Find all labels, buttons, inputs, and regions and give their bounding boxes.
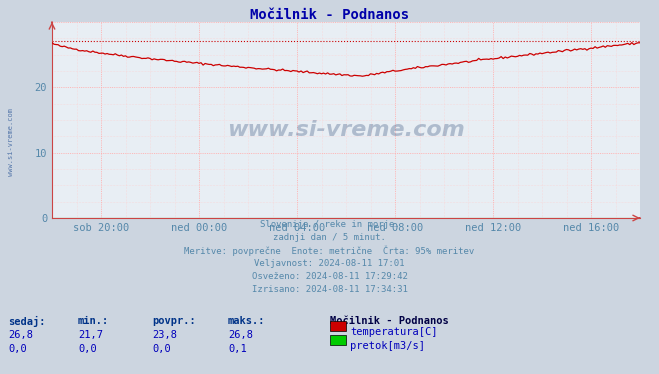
- Text: zadnji dan / 5 minut.: zadnji dan / 5 minut.: [273, 233, 386, 242]
- Text: Veljavnost: 2024-08-11 17:01: Veljavnost: 2024-08-11 17:01: [254, 259, 405, 268]
- Text: min.:: min.:: [78, 316, 109, 326]
- Text: Meritve: povprečne  Enote: metrične  Črta: 95% meritev: Meritve: povprečne Enote: metrične Črta:…: [185, 246, 474, 257]
- Text: 23,8: 23,8: [152, 330, 177, 340]
- Text: Slovenija / reke in morje.: Slovenija / reke in morje.: [260, 220, 399, 229]
- Text: 0,0: 0,0: [78, 344, 97, 354]
- Text: www.si-vreme.com: www.si-vreme.com: [227, 120, 465, 140]
- Text: temperatura[C]: temperatura[C]: [350, 327, 438, 337]
- Text: Močilnik - Podnanos: Močilnik - Podnanos: [330, 316, 449, 326]
- Text: sedaj:: sedaj:: [8, 316, 45, 327]
- Text: Osveženo: 2024-08-11 17:29:42: Osveženo: 2024-08-11 17:29:42: [252, 272, 407, 281]
- Text: 26,8: 26,8: [228, 330, 253, 340]
- Text: 0,0: 0,0: [152, 344, 171, 354]
- Text: 21,7: 21,7: [78, 330, 103, 340]
- Text: Močilnik - Podnanos: Močilnik - Podnanos: [250, 8, 409, 22]
- Text: maks.:: maks.:: [228, 316, 266, 326]
- Text: 0,0: 0,0: [8, 344, 27, 354]
- Text: Izrisano: 2024-08-11 17:34:31: Izrisano: 2024-08-11 17:34:31: [252, 285, 407, 294]
- Text: www.si-vreme.com: www.si-vreme.com: [8, 108, 14, 176]
- Text: 0,1: 0,1: [228, 344, 246, 354]
- Text: pretok[m3/s]: pretok[m3/s]: [350, 341, 425, 351]
- Text: 26,8: 26,8: [8, 330, 33, 340]
- Text: povpr.:: povpr.:: [152, 316, 196, 326]
